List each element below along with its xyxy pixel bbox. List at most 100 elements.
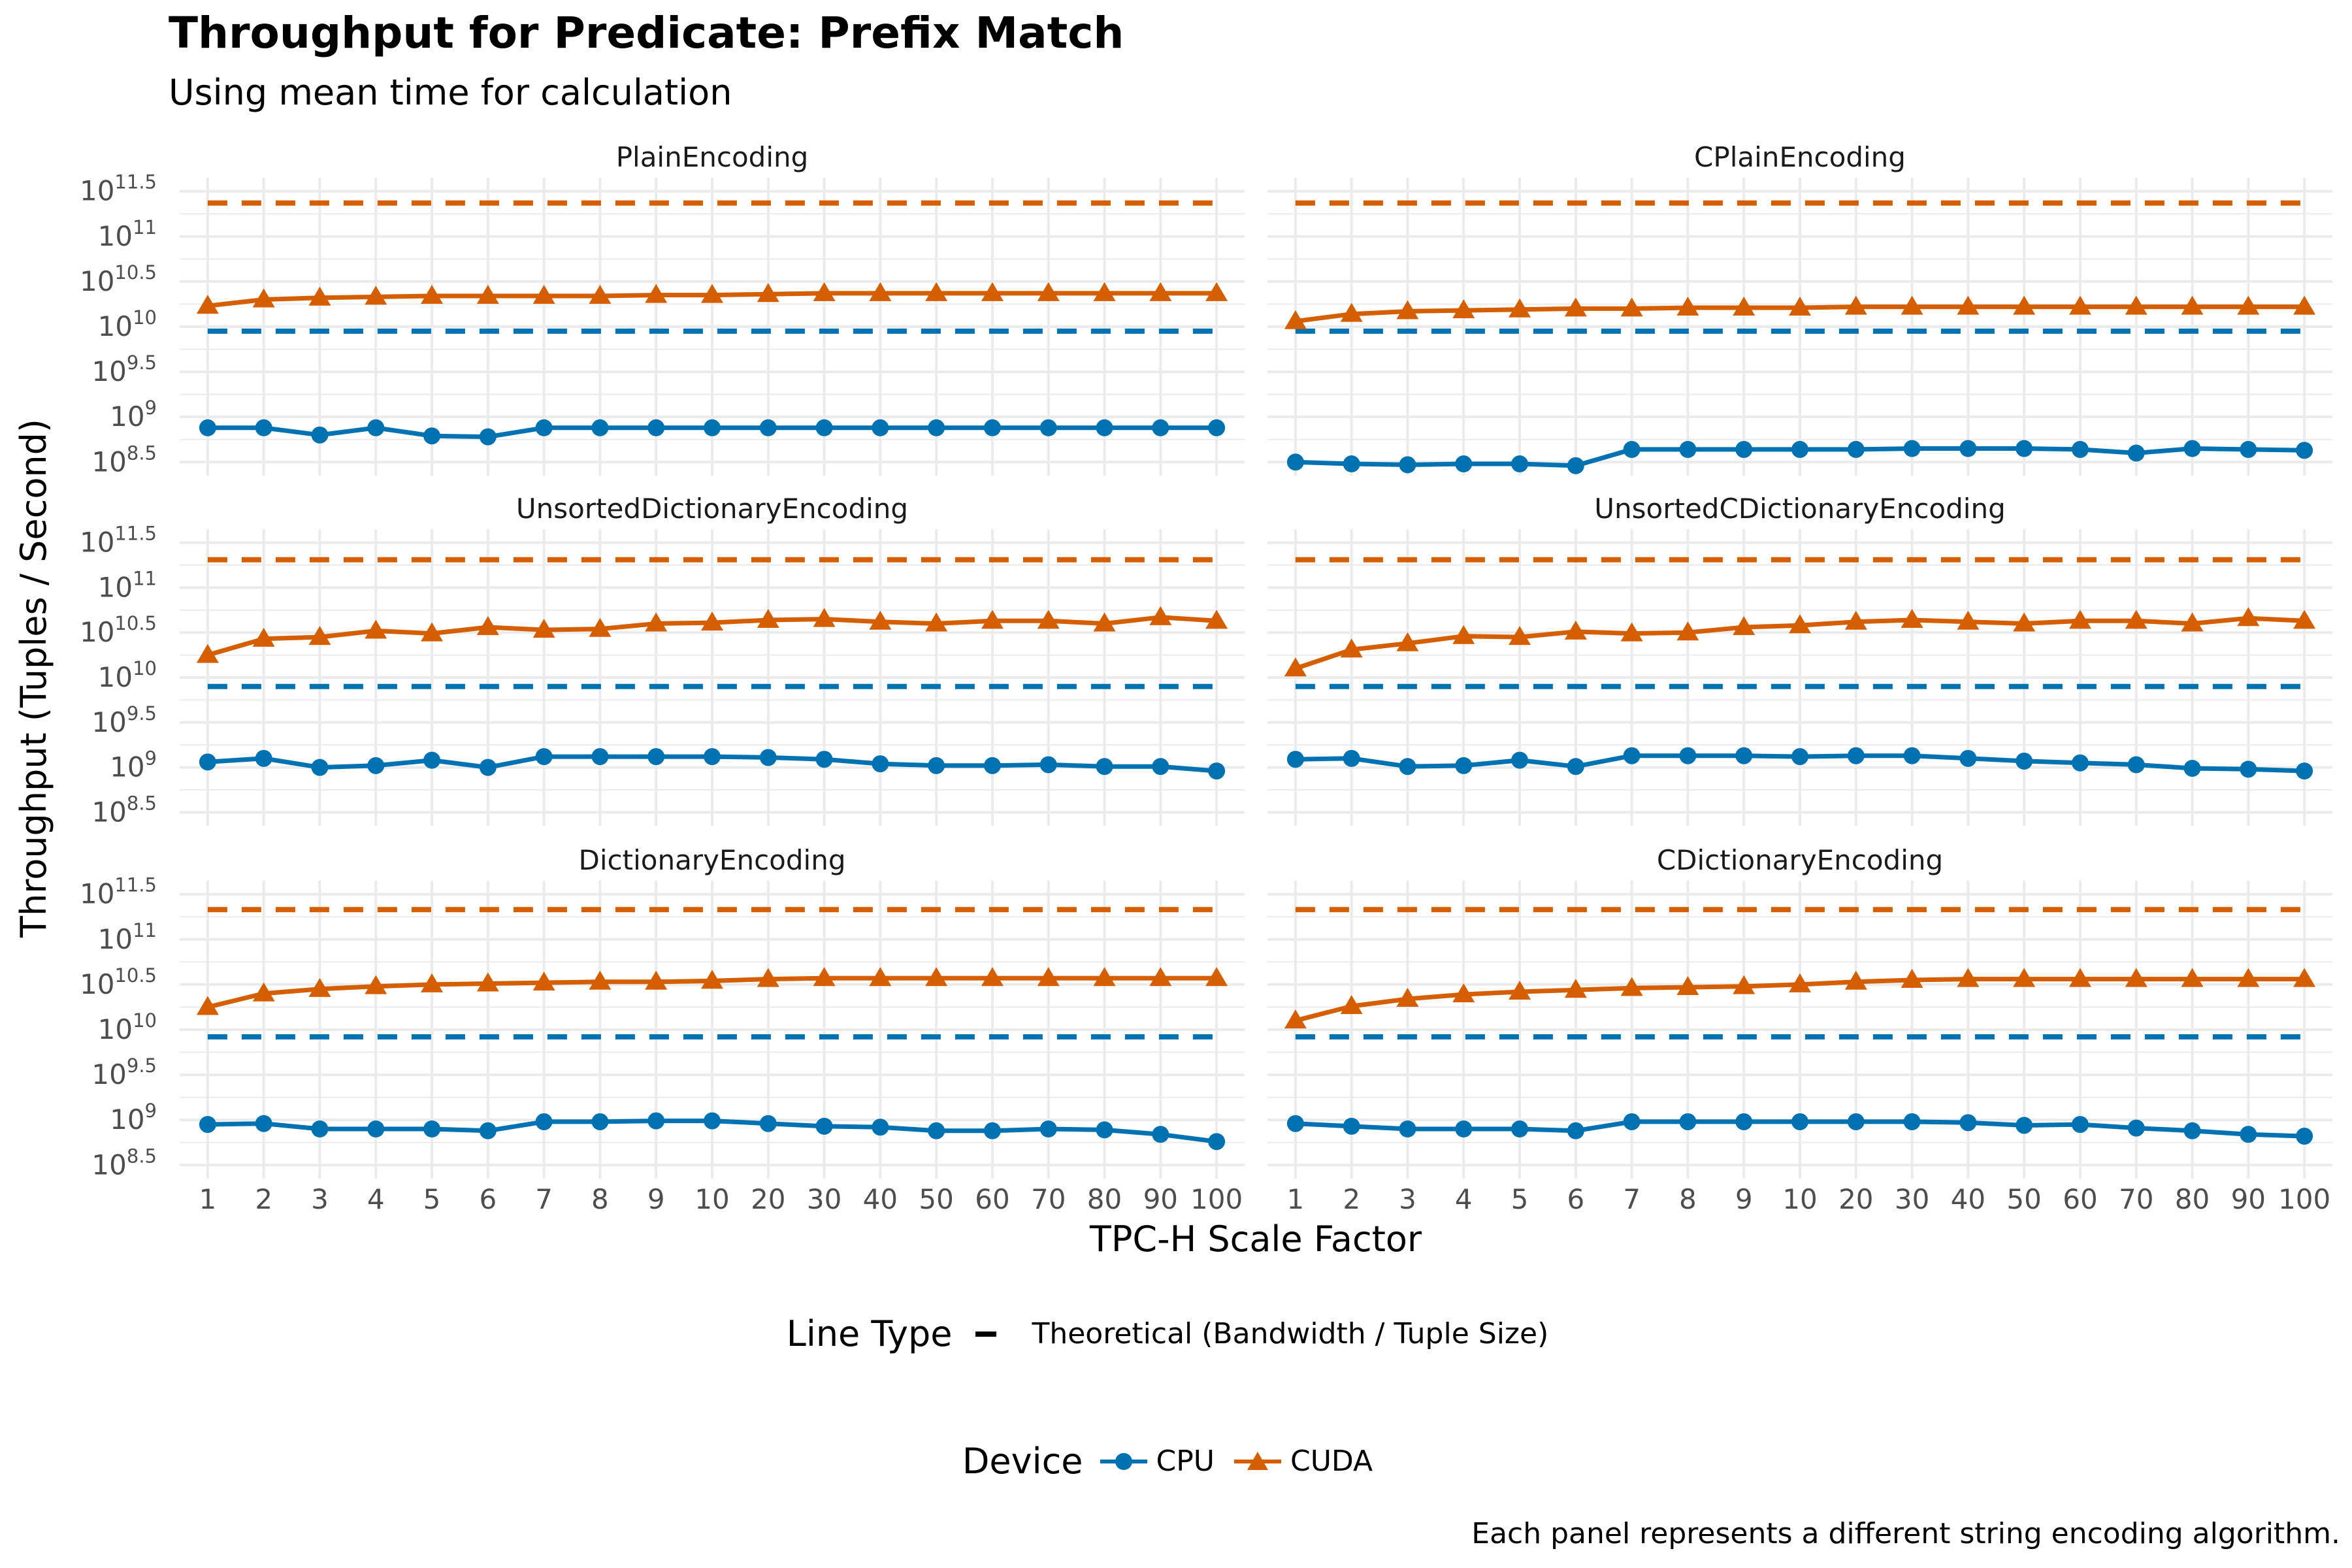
cuda-data-point <box>1149 282 1172 301</box>
cuda-data-point <box>421 285 444 304</box>
cuda-data-point <box>1733 975 1756 994</box>
cpu-data-point <box>1286 1115 1304 1132</box>
y-tick-label: 1011 <box>98 919 157 955</box>
cpu-data-point <box>1343 749 1360 767</box>
cuda-data-point <box>757 968 779 987</box>
cuda-data-point <box>1844 970 1867 990</box>
cuda-data-point <box>1149 967 1172 987</box>
cuda-data-point <box>532 285 555 304</box>
cpu-data-point <box>815 419 833 436</box>
cpu-data-point <box>1096 1121 1113 1139</box>
cuda-data-point <box>1093 967 1116 987</box>
cuda-data-point <box>1205 967 1228 987</box>
cuda-data-point <box>1340 995 1363 1015</box>
cuda-data-point <box>2013 612 2036 632</box>
cpu-data-point <box>1567 758 1584 776</box>
cpu-data-point <box>2183 440 2201 457</box>
cuda-data-point <box>1093 282 1116 301</box>
cpu-data-point <box>2127 756 2145 774</box>
cuda-data-point <box>476 285 499 304</box>
cuda-data-point <box>252 627 275 647</box>
cuda-data-point <box>1509 298 1531 318</box>
x-tick-label: 60 <box>2063 1183 2097 1215</box>
x-tick-label: 80 <box>1087 1183 1122 1215</box>
cpu-data-point <box>1511 1120 1529 1137</box>
cuda-data-point <box>1676 976 1699 996</box>
cuda-data-point <box>1733 296 1756 316</box>
facet-panel: PlainEncoding 108.5 109 109.5 1010 1010.5 1011… <box>80 141 1245 478</box>
cpu-data-point <box>1399 1120 1416 1137</box>
cuda-data-point <box>1901 295 1923 315</box>
cuda-data-point <box>308 286 331 306</box>
cpu-data-point <box>1847 440 1865 458</box>
cuda-data-point <box>365 619 387 639</box>
x-tick-label: 20 <box>1838 1183 1873 1215</box>
cuda-data-point <box>701 284 723 303</box>
x-tick-label: 2 <box>1343 1183 1360 1215</box>
cpu-data-point <box>199 419 216 436</box>
y-tick-label: 1010.5 <box>80 964 157 1000</box>
y-tick-label: 1011.5 <box>80 171 157 207</box>
cuda-data-point <box>196 644 219 663</box>
cuda-data-point <box>981 610 1004 629</box>
y-tick-label: 109 <box>110 747 157 783</box>
cpu-data-point <box>704 419 721 436</box>
cpu-data-point <box>1679 440 1697 458</box>
cpu-data-point <box>2071 754 2089 772</box>
cpu-data-point <box>1679 1113 1697 1130</box>
cpu-data-point <box>199 753 216 771</box>
cpu-data-point <box>1959 749 1977 767</box>
cuda-data-point <box>645 970 668 990</box>
cpu-data-point <box>1679 747 1697 764</box>
cuda-data-point <box>589 617 612 637</box>
cuda-data-point <box>196 996 219 1015</box>
cuda-data-point <box>308 626 331 645</box>
y-tick-label: 109 <box>110 397 157 433</box>
cuda-data-point <box>1284 310 1307 329</box>
cpu-data-point <box>255 419 272 436</box>
cpu-data-point <box>1039 756 1057 774</box>
cuda-data-point <box>2181 295 2204 315</box>
cuda-data-point <box>1620 297 1643 317</box>
cpu-data-point <box>983 419 1001 436</box>
cuda-data-point <box>869 282 892 301</box>
y-tick-label: 1010.5 <box>80 612 157 648</box>
y-axis-title: Throughput (Tuples / Second) <box>13 419 54 938</box>
cpu-data-point <box>2071 440 2089 458</box>
cpu-key-icon <box>1100 1452 1147 1470</box>
cuda-data-point <box>1564 979 1587 998</box>
cpu-data-point <box>423 751 441 769</box>
cuda-data-point <box>813 282 836 301</box>
cuda-data-point <box>701 970 723 989</box>
cuda-data-point <box>589 285 612 304</box>
cpu-data-point <box>2296 1128 2313 1145</box>
device-legend: Device CPU CUDA <box>0 1441 2352 1482</box>
y-tick-label: 1011.5 <box>80 874 157 910</box>
cuda-data-point <box>1844 295 1867 315</box>
x-tick-label: 10 <box>1782 1183 1817 1215</box>
cuda-data-point <box>925 282 948 301</box>
cpu-data-point <box>1903 1113 1921 1130</box>
x-tick-label: 80 <box>2175 1183 2210 1215</box>
cpu-data-point <box>535 748 553 766</box>
cpu-data-point <box>367 757 385 774</box>
x-tick-label: 70 <box>1031 1183 1066 1215</box>
cpu-data-point <box>872 1119 889 1136</box>
cpu-data-point <box>479 759 497 776</box>
x-tick-label: 1 <box>199 1183 217 1215</box>
cuda-data-point <box>2068 610 2091 629</box>
cpu-data-point <box>311 759 329 776</box>
cuda-data-point <box>1676 621 1699 641</box>
cpu-data-point <box>1343 1117 1360 1135</box>
cpu-data-point <box>2183 759 2201 777</box>
x-tick-label: 6 <box>1567 1183 1584 1215</box>
cuda-data-point <box>813 967 836 987</box>
cpu-data-point <box>1286 453 1304 471</box>
cpu-data-point <box>1399 758 1416 776</box>
cuda-data-point <box>1509 626 1531 645</box>
cpu-data-point <box>423 1120 441 1137</box>
linetype-legend: Line Type Theoretical (Bandwidth / Tuple… <box>0 1313 2352 1354</box>
cpu-data-point <box>1455 455 1473 473</box>
cuda-data-point <box>1037 967 1060 987</box>
cuda-data-point <box>1789 614 1811 634</box>
